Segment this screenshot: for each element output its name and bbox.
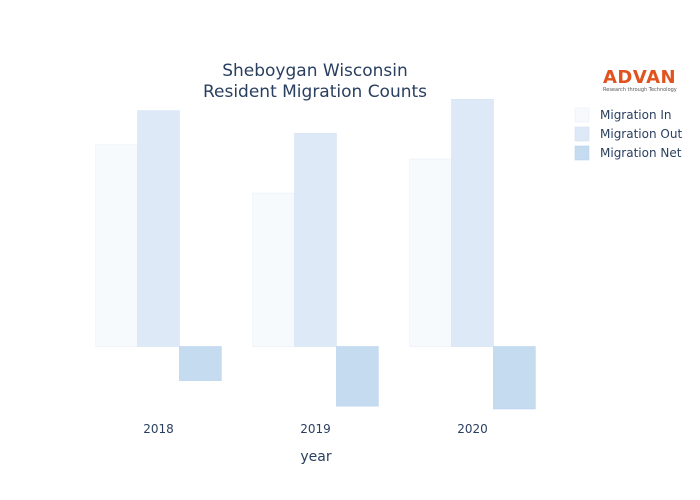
x-tick-label-2020: 2020 [457,422,488,436]
chart-title: Sheboygan Wisconsin Resident Migration C… [203,61,427,102]
legend-label-migration-net[interactable]: Migration Net [600,146,682,160]
chart-title-line-2: Resident Migration Counts [203,82,427,102]
x-tick-label-2018: 2018 [143,422,174,436]
bar-migration-out-2020 [451,99,494,347]
bar-migration-out-2019 [294,133,337,347]
legend-swatch-migration-in[interactable] [574,107,590,123]
legend: Migration In Migration Out Migration Net [574,107,682,161]
bars-layer [95,99,536,410]
bar-migration-in-2020 [409,158,452,347]
chart-title-line-1: Sheboygan Wisconsin [222,61,408,81]
bar-migration-in-2018 [95,144,138,347]
legend-label-migration-out[interactable]: Migration Out [600,127,682,141]
logo-tagline: Research through Technology [603,87,677,93]
x-axis-title: year [300,449,331,465]
bar-migration-net-2020 [493,346,536,410]
x-tick-label-2019: 2019 [300,422,331,436]
logo-wordmark: ADVAN [603,67,676,88]
advan-logo: ADVAN Research through Technology [603,67,677,93]
legend-swatch-migration-out[interactable] [574,126,590,142]
bar-migration-net-2018 [179,346,222,381]
legend-label-migration-in[interactable]: Migration In [600,108,672,122]
bar-migration-in-2019 [252,192,295,347]
bar-migration-out-2018 [137,110,180,347]
legend-swatch-migration-net[interactable] [574,145,590,161]
x-tick-labels: 2018 2019 2020 [143,422,488,436]
bar-migration-net-2019 [336,346,379,407]
